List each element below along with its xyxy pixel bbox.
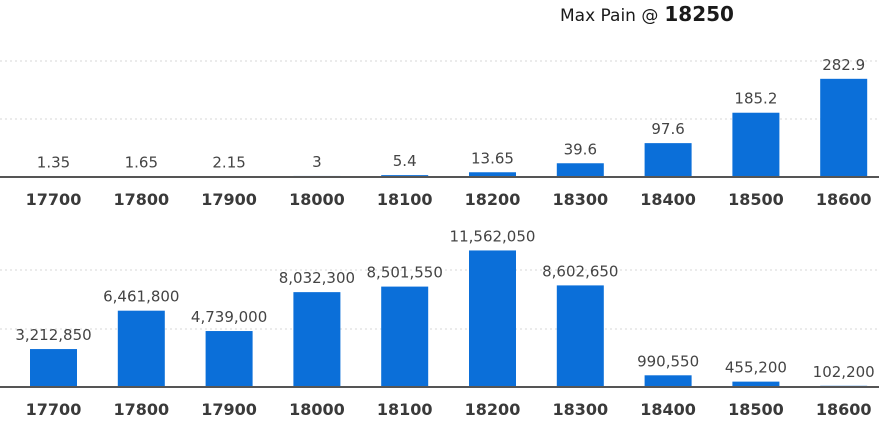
price-tick-label-18400: 18400 (640, 190, 696, 209)
price-bar-18400 (644, 143, 692, 177)
oi-value-label-18100: 8,501,550 (367, 264, 443, 282)
oi-value-label-18300: 8,602,650 (542, 262, 618, 280)
price-tick-label-18300: 18300 (552, 190, 608, 209)
oi-tick-label-17700: 17700 (26, 400, 82, 419)
price-tick-label-18000: 18000 (289, 190, 345, 209)
price-bar-18500 (732, 112, 780, 177)
oi-bar-18000 (293, 292, 341, 387)
price-tick-label-17800: 17800 (113, 190, 169, 209)
oi-tick-label-18500: 18500 (728, 400, 784, 419)
oi-tick-label-18300: 18300 (552, 400, 608, 419)
oi-bar-18300 (556, 285, 604, 387)
price-value-label-18500: 185.2 (734, 90, 777, 108)
max-pain-label: Max Pain @ (560, 6, 659, 26)
oi-value-label-17800: 6,461,800 (103, 288, 179, 306)
max-pain-title: Max Pain @ 18250 (560, 2, 734, 30)
price-value-label-18400: 97.6 (651, 120, 684, 138)
price-value-label-18600: 282.9 (822, 56, 865, 74)
oi-value-label-18400: 990,550 (637, 352, 699, 370)
oi-tick-label-17800: 17800 (113, 400, 169, 419)
price-value-label-18000: 3 (312, 153, 322, 171)
oi-value-label-17900: 4,739,000 (191, 308, 267, 326)
price-value-label-17900: 2.15 (212, 153, 245, 171)
price-tick-label-18600: 18600 (816, 190, 872, 209)
oi-bar-17900 (205, 331, 253, 387)
oi-value-label-18000: 8,032,300 (279, 269, 355, 287)
price-chart: 1.35 17700 1.65 17800 2.15 17900 3 18000 5.4 1810… (0, 56, 879, 209)
price-value-label-17800: 1.65 (125, 153, 158, 171)
oi-value-label-18600: 102,200 (813, 363, 875, 381)
oi-bar-18200 (469, 250, 516, 387)
oi-tick-label-18600: 18600 (816, 400, 872, 419)
price-tick-label-18200: 18200 (465, 190, 521, 209)
price-value-label-18100: 5.4 (393, 152, 417, 170)
oi-value-label-17700: 3,212,850 (15, 326, 91, 344)
oi-tick-label-18400: 18400 (640, 400, 696, 419)
oi-value-label-18200: 11,562,050 (450, 227, 536, 245)
oi-bar-18500 (732, 381, 780, 387)
max-pain-value: 18250 (664, 2, 734, 26)
price-tick-label-17900: 17900 (201, 190, 257, 209)
oi-tick-label-18200: 18200 (465, 400, 521, 419)
price-value-label-17700: 1.35 (37, 154, 70, 172)
oi-chart: 3,212,850 17700 6,461,800 17800 4,739,000 179… (0, 227, 879, 419)
price-bar-18300 (556, 163, 604, 177)
price-tick-label-18100: 18100 (377, 190, 433, 209)
price-value-label-18200: 13.65 (471, 149, 514, 167)
oi-tick-label-17900: 17900 (201, 400, 257, 419)
price-bar-18200 (469, 172, 516, 177)
oi-tick-label-18000: 18000 (289, 400, 345, 419)
price-bar-18600 (820, 78, 868, 177)
oi-tick-label-18100: 18100 (377, 400, 433, 419)
oi-bar-18400 (644, 375, 692, 387)
oi-bar-17700 (30, 349, 77, 387)
oi-value-label-18500: 455,200 (725, 359, 787, 377)
price-tick-label-18500: 18500 (728, 190, 784, 209)
price-tick-label-17700: 17700 (26, 190, 82, 209)
oi-bar-17800 (117, 310, 165, 387)
price-value-label-18300: 39.6 (564, 140, 597, 158)
oi-bar-18100 (381, 286, 429, 387)
